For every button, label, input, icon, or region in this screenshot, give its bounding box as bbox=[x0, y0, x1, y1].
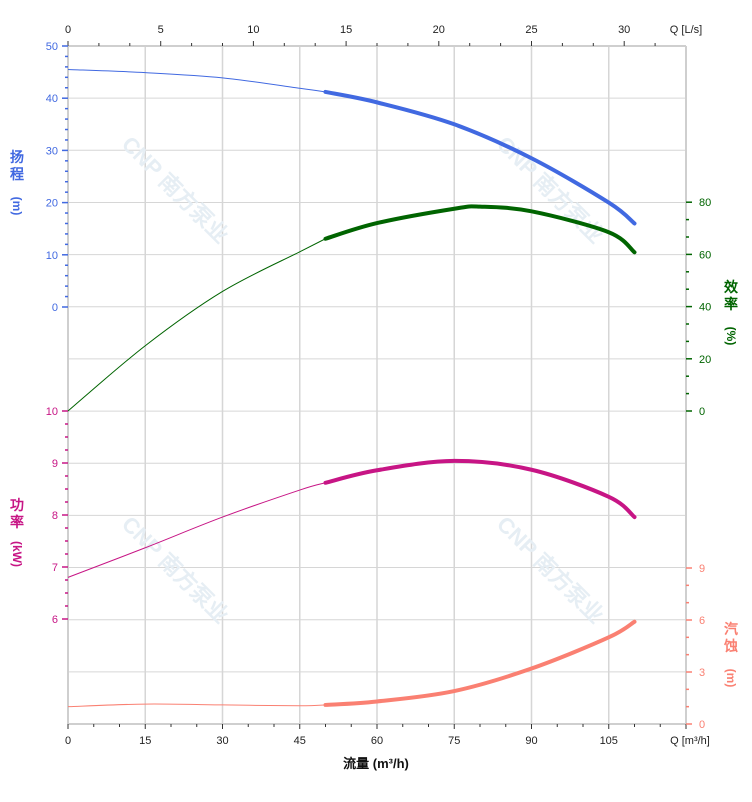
axes: 0 15 30 45 60 75 90 105 Q [m³/h]流量 (m³/h)0 5 10 15 2… bbox=[46, 24, 712, 771]
power-tick-label: 10 bbox=[46, 406, 58, 418]
efficiency-axis-title: 效率 (%) bbox=[724, 279, 739, 345]
head-unit: (m) bbox=[10, 197, 24, 216]
x2-tick-label: 5 bbox=[158, 24, 164, 36]
power-curve-operating bbox=[323, 458, 637, 520]
x-tick-label: 0 bbox=[65, 735, 71, 747]
power-axis-title: 功率 (kW) bbox=[10, 497, 24, 567]
efficiency-tick-label: 40 bbox=[699, 302, 711, 314]
x-tick-label: 45 bbox=[294, 735, 306, 747]
power-tick-label: 9 bbox=[52, 458, 58, 470]
npsh-axis-title: 汽蚀 (m) bbox=[723, 621, 738, 687]
power-tick-label: 7 bbox=[52, 562, 58, 574]
x2-tick-label: 15 bbox=[340, 24, 352, 36]
x-tick-label: 90 bbox=[525, 735, 537, 747]
npsh-title-char: 汽 bbox=[724, 621, 738, 637]
power-tick-label: 8 bbox=[52, 510, 58, 522]
power-curve-extended bbox=[67, 482, 326, 578]
efficiency-unit: (%) bbox=[724, 327, 738, 346]
power-title-char: 率 bbox=[10, 514, 24, 530]
axis-titles: 扬程(m)功率(kW)效率(%)汽蚀(m) bbox=[10, 149, 739, 687]
efficiency-tick-label: 20 bbox=[699, 354, 711, 366]
npsh-unit: (m) bbox=[724, 669, 738, 688]
efficiency-tick-label: 60 bbox=[699, 249, 711, 261]
watermark-logo: CNP 南方泵业 bbox=[117, 131, 234, 248]
head-tick-label: 50 bbox=[46, 41, 58, 53]
head-tick-label: 20 bbox=[46, 198, 58, 210]
head-axis-title: 扬程 (m) bbox=[10, 149, 24, 215]
x2-unit-label: Q [L/s] bbox=[670, 24, 702, 36]
x-tick-label: 15 bbox=[139, 735, 151, 747]
x-axis-title: 流量 (m³/h) bbox=[343, 756, 409, 771]
x-tick-label: 75 bbox=[448, 735, 460, 747]
x-tick-label: 60 bbox=[371, 735, 383, 747]
x-tick-label: 105 bbox=[600, 735, 618, 747]
efficiency-title-char: 效 bbox=[724, 279, 739, 295]
x-tick-label: 30 bbox=[216, 735, 228, 747]
efficiency-curve-operating bbox=[323, 204, 637, 255]
power-unit: (kW) bbox=[10, 541, 24, 567]
npsh-curve-operating bbox=[323, 619, 637, 707]
x2-tick-label: 25 bbox=[525, 24, 537, 36]
head-title-char: 扬 bbox=[10, 149, 24, 165]
head-tick-label: 0 bbox=[52, 302, 58, 314]
x2-tick-label: 20 bbox=[433, 24, 445, 36]
efficiency-tick-label: 0 bbox=[699, 406, 705, 418]
watermark-logo: CNP 南方泵业 bbox=[492, 511, 609, 628]
x-unit-label: Q [m³/h] bbox=[670, 735, 710, 747]
x2-tick-label: 30 bbox=[618, 24, 630, 36]
npsh-tick-label: 6 bbox=[699, 615, 705, 627]
power-tick-label: 6 bbox=[52, 614, 58, 626]
npsh-tick-label: 9 bbox=[699, 563, 705, 575]
efficiency-title-char: 率 bbox=[724, 296, 738, 312]
x2-tick-label: 10 bbox=[247, 24, 259, 36]
head-curve-operating bbox=[323, 89, 637, 226]
npsh-tick-label: 0 bbox=[699, 719, 705, 731]
npsh-title-char: 蚀 bbox=[723, 638, 738, 654]
head-title-char: 程 bbox=[10, 166, 24, 182]
head-tick-label: 40 bbox=[46, 93, 58, 105]
curves bbox=[67, 68, 637, 708]
efficiency-curve-extended bbox=[67, 238, 326, 412]
efficiency-tick-label: 80 bbox=[699, 197, 711, 209]
head-curve-extended bbox=[67, 68, 326, 93]
watermark-logo: CNP 南方泵业 bbox=[117, 511, 234, 628]
npsh-curve-extended bbox=[67, 703, 326, 708]
head-tick-label: 30 bbox=[46, 145, 58, 157]
npsh-tick-label: 3 bbox=[699, 667, 705, 679]
x2-tick-label: 0 bbox=[65, 24, 71, 36]
head-tick-label: 10 bbox=[46, 250, 58, 262]
power-title-char: 功 bbox=[10, 497, 24, 513]
